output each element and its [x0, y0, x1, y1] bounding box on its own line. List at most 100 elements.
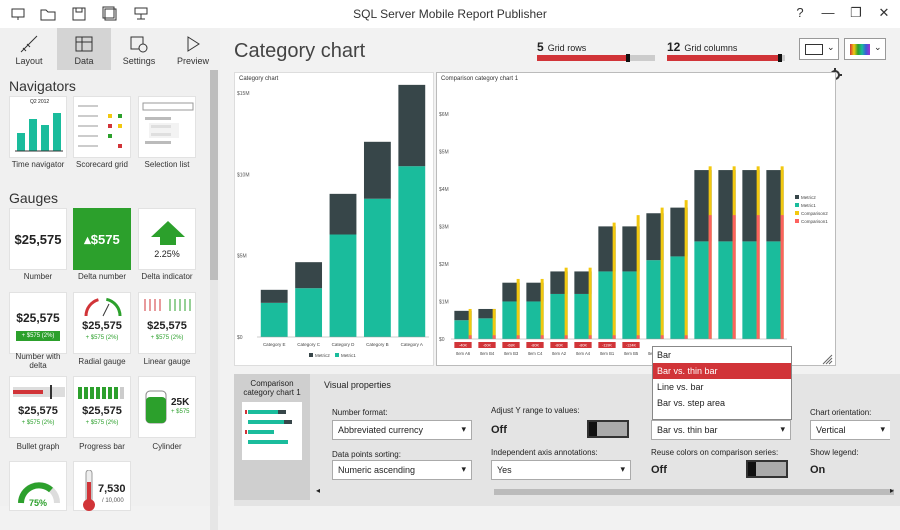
toggle-knob — [748, 462, 756, 476]
menu-item[interactable]: Bar — [657, 350, 672, 360]
scroll-right-icon[interactable]: ▸ — [890, 486, 895, 495]
menu-item[interactable]: Line vs. bar — [657, 382, 704, 392]
selected-visual-thumb[interactable]: Comparison category chart 1 — [234, 374, 310, 500]
menu-item[interactable]: Bar vs. step area — [657, 398, 726, 408]
bar-metric1 — [742, 241, 760, 339]
data-icon — [75, 36, 93, 52]
comparison-chart-pane[interactable]: Comparison category chart 1 $6M $5M $4M $3M… — [436, 72, 836, 366]
new-report-icon[interactable] — [10, 6, 26, 22]
delta-text: + $575 (2%) — [21, 420, 55, 426]
radial-gauge-tile[interactable]: $25,575 + $575 (2%) — [73, 292, 131, 354]
reuse-colors-label: Reuse colors on comparison series: — [651, 448, 779, 457]
thin-bar-comparison2 — [468, 308, 472, 339]
show-legend-label: Show legend: — [810, 448, 859, 457]
y-tick-label: $15M — [237, 91, 250, 97]
preview-play-icon — [187, 36, 200, 52]
thin-bar-comparison2 — [516, 278, 520, 339]
save-as-icon[interactable] — [102, 6, 118, 22]
tab-preview[interactable]: Preview — [166, 28, 220, 70]
legend-swatch — [795, 211, 799, 215]
restore-button[interactable]: ❐ — [850, 5, 862, 20]
chart-title: Comparison category chart 1 — [441, 76, 519, 82]
x-tick-label: Item A4 — [576, 351, 591, 356]
number-tile[interactable]: $25,575 — [9, 208, 67, 270]
selection-list-tile[interactable] — [138, 96, 196, 158]
tab-layout[interactable]: Layout — [2, 28, 56, 70]
thin-bar-comparison1 — [660, 335, 664, 339]
adjust-y-toggle[interactable] — [587, 420, 629, 438]
x-tick-label: Item B3 — [504, 351, 519, 356]
toggle-knob — [589, 422, 597, 436]
thin-bar-comparison2 — [636, 215, 640, 339]
delta-number-tile[interactable]: ▴$575 — [73, 208, 131, 270]
tile-label: Number with delta — [15, 352, 61, 370]
grid-cols-knob[interactable] — [777, 54, 782, 62]
minimize-button[interactable]: — — [821, 5, 835, 20]
publish-icon[interactable] — [133, 6, 149, 22]
grid-rows-knob[interactable] — [625, 54, 630, 62]
data-sort-dropdown[interactable]: Numeric ascending — [332, 460, 472, 480]
chevron-down-icon: ⌄ — [874, 42, 882, 52]
properties-hscrollbar[interactable]: ◂ ▸ — [314, 486, 898, 498]
delta-indicator-tile[interactable]: 2.25% — [138, 208, 196, 270]
thin-bar-comparison2 — [612, 222, 616, 339]
scrollbar-thumb[interactable] — [210, 70, 218, 280]
comparison-chart-svg: $6M $5M $4M $3M $2M $1M $0 -40K Item A6 -60K Item … — [439, 112, 828, 356]
progress-bar-tile[interactable]: $25,575 + $575 (2%) — [73, 376, 131, 438]
grid-columns-label: 12 Grid columns — [667, 40, 737, 54]
bar-metric2 — [670, 207, 688, 257]
orientation-dropdown[interactable]: Vertical — [810, 420, 890, 440]
scroll-left-icon[interactable]: ◂ — [316, 486, 321, 495]
thermometer-tile[interactable]: 7,530 / 10,000 — [73, 461, 131, 511]
grid-rows-slider[interactable] — [537, 54, 655, 62]
cylinder-tile[interactable]: 25K + $575 — [138, 376, 196, 438]
axis-annotations-dropdown[interactable]: Yes — [491, 460, 631, 480]
progress-bar-segments — [78, 387, 124, 399]
thin-bar-comparison2 — [564, 267, 568, 339]
comparison-style-dropdown[interactable]: Bar vs. thin bar — [651, 420, 791, 440]
number-format-label: Number format: — [332, 408, 388, 417]
x-tick-label: Item A6 — [456, 351, 471, 356]
device-frame-dropdown[interactable]: ⌄ — [799, 38, 839, 60]
thin-bar-comparison1 — [756, 215, 760, 339]
tab-data[interactable]: Data — [57, 28, 111, 70]
left-panel-scrollbar[interactable] — [210, 70, 218, 530]
scorecard-grid-tile[interactable] — [73, 96, 131, 158]
grid-columns-slider[interactable] — [667, 54, 785, 62]
resize-grip-icon[interactable] — [821, 353, 833, 365]
hscroll-thumb[interactable] — [494, 489, 894, 495]
legend-label: Metric1 — [341, 353, 356, 358]
delta-text: + $575 — [171, 409, 190, 415]
number-with-delta-tile[interactable]: $25,575 + $575 (2%) — [9, 292, 67, 354]
number-format-dropdown[interactable]: Abbreviated currency — [332, 420, 472, 440]
menu-item-selected[interactable]: Bar vs. thin bar — [653, 363, 791, 379]
y-tick-label: $3M — [439, 224, 449, 230]
legend-swatch — [795, 203, 799, 207]
open-folder-icon[interactable] — [40, 6, 56, 22]
delta-badge — [574, 342, 592, 348]
thin-bar-comparison2 — [684, 200, 688, 339]
delta-label: -80K — [579, 344, 587, 348]
delta-badge — [502, 342, 520, 348]
linear-gauge-tile[interactable]: $25,575 + $575 (2%) — [138, 292, 196, 354]
bar-metric1 — [718, 241, 736, 339]
bullet-graph-tile[interactable]: $25,575 + $575 (2%) — [9, 376, 67, 438]
tab-label: Preview — [176, 56, 209, 66]
half-gauge-tile[interactable]: 75% — [9, 461, 67, 511]
help-button[interactable]: ? — [796, 5, 804, 20]
time-navigator-tile[interactable]: Q2 2012 — [9, 96, 67, 158]
color-palette-dropdown[interactable]: ⌄ — [844, 38, 886, 60]
close-button[interactable]: ✕ — [878, 5, 890, 20]
delta-badge — [526, 342, 544, 348]
reuse-colors-toggle[interactable] — [746, 460, 788, 478]
up-triangle-icon — [151, 221, 185, 245]
gauge-value: 75% — [28, 498, 47, 508]
category-chart-pane[interactable]: Category chart $15M $10M $5M $0 Category E Ca… — [234, 72, 434, 366]
adjust-y-value: Off — [491, 424, 507, 436]
tile-label: Scorecard grid — [75, 160, 129, 169]
save-icon[interactable] — [71, 6, 87, 22]
bar-metric2 — [598, 226, 616, 272]
cylinder-shape — [145, 390, 167, 424]
tab-settings[interactable]: Settings — [112, 28, 166, 70]
tile-label: Cylinder — [152, 442, 182, 451]
